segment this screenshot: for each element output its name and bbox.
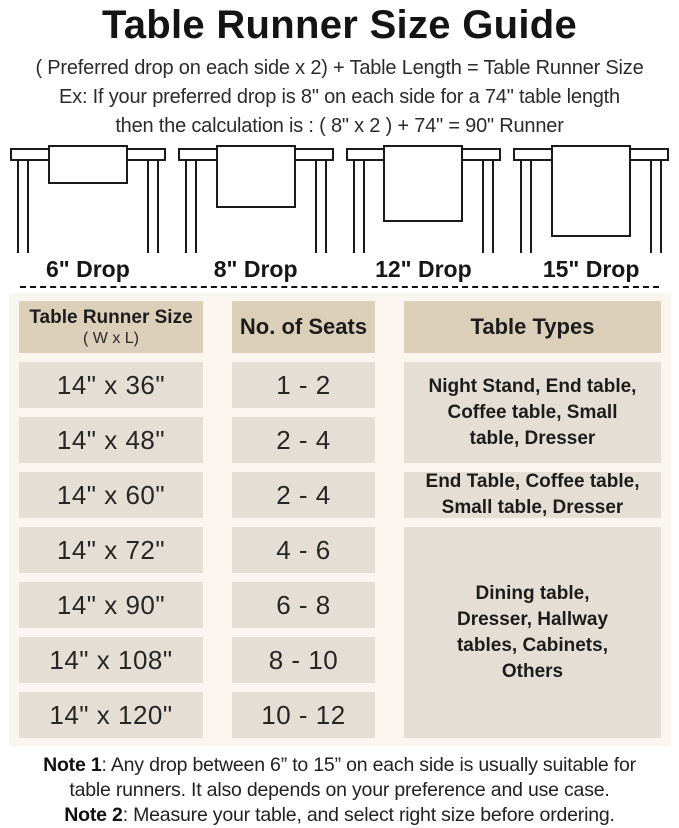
seats-cell: 4 - 6: [232, 527, 375, 573]
table-leg-left: [184, 160, 197, 253]
drop-figure-8: 8" Drop: [177, 145, 334, 282]
example-line-1: Ex: If your preferred drop is 8" on each…: [59, 86, 620, 108]
drop-label: 8" Drop: [213, 256, 298, 282]
header-runner-size: Table Runner Size ( W x L): [19, 301, 203, 353]
table-leg-right: [482, 160, 495, 253]
page-title: Table Runner Size Guide: [101, 3, 578, 47]
table-runner-drawing: [345, 145, 502, 253]
dashed-divider: [20, 286, 659, 288]
table-types-group-small: Night Stand, End table, Coffee table, Sm…: [404, 362, 661, 463]
note-1: Note 1: Any drop between 6” to 15” on ea…: [43, 754, 636, 801]
runner-shape: [47, 145, 128, 184]
table-leg-left: [520, 160, 533, 253]
drop-label: 6" Drop: [46, 256, 130, 282]
table-types-group-medium: End Table, Coffee table, Small table, Dr…: [404, 471, 661, 518]
seats-cell: 2 - 4: [232, 472, 375, 518]
size-cell: 14" x 120": [19, 692, 203, 738]
note-2: Note 2: Measure your table, and select r…: [64, 804, 615, 826]
notes-section: Note 1: Any drop between 6” to 15” on ea…: [0, 753, 679, 828]
header-runner-size-sub: ( W x L): [83, 329, 139, 347]
table-runner-drawing: [177, 145, 334, 253]
drop-figure-6: 6" Drop: [10, 145, 166, 282]
table-leg-right: [650, 160, 662, 253]
drop-figure-12: 12" Drop: [345, 145, 502, 282]
size-cell: 14" x 90": [19, 582, 203, 628]
size-cell: 14" x 48": [19, 417, 203, 463]
example-line-2: then the calculation is : ( 8" x 2 ) + 7…: [115, 115, 564, 137]
seats-cell: 8 - 10: [232, 637, 375, 683]
size-cell: 14" x 72": [19, 527, 203, 573]
drop-figure-15: 15" Drop: [513, 145, 669, 282]
header-runner-size-title: Table Runner Size: [29, 306, 193, 328]
formula-text: ( Preferred drop on each side x 2) + Tab…: [35, 57, 644, 79]
size-cell: 14" x 36": [19, 362, 203, 408]
table-leg-right: [314, 160, 327, 253]
table-leg-left: [17, 160, 29, 253]
size-cell: 14" x 60": [19, 472, 203, 518]
size-table: Table Runner Size ( W x L) No. of Seats …: [9, 293, 671, 746]
runner-shape: [215, 145, 296, 208]
table-runner-drawing: [10, 145, 166, 253]
runner-shape: [383, 145, 464, 222]
size-cell: 14" x 108": [19, 637, 203, 683]
seats-cell: 10 - 12: [232, 692, 375, 738]
header-no-of-seats: No. of Seats: [232, 301, 375, 353]
drop-label: 12" Drop: [375, 256, 472, 282]
seats-cell: 6 - 8: [232, 582, 375, 628]
table-leg-left: [352, 160, 365, 253]
table-runner-drawing: [513, 145, 669, 253]
table-leg-right: [146, 160, 159, 253]
seats-cell: 2 - 4: [232, 417, 375, 463]
drop-illustrations: 6" Drop 8" Drop 12" Drop: [0, 145, 679, 282]
header-table-types: Table Types: [404, 301, 661, 353]
drop-label: 15" Drop: [542, 256, 640, 282]
seats-cell: 1 - 2: [232, 362, 375, 408]
runner-shape: [551, 145, 632, 237]
table-types-group-large: Dining table, Dresser, Hallway tables, C…: [404, 527, 661, 738]
